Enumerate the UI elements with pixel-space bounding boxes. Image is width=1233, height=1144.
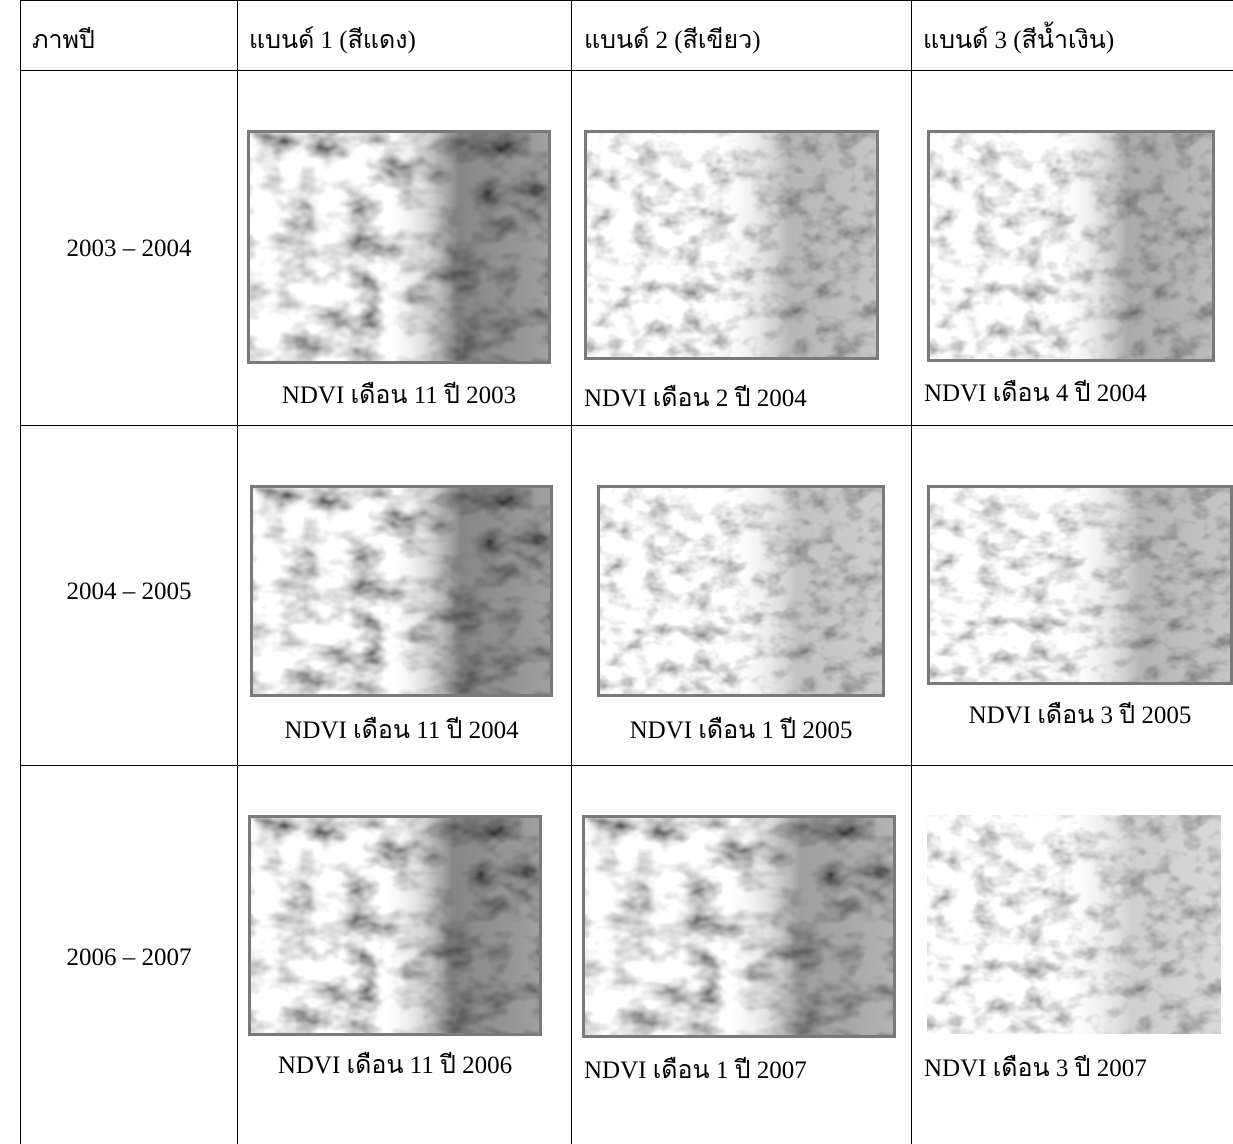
- ndvi-image: [582, 815, 896, 1038]
- image-caption: NDVI เดือน 11 ปี 2004: [250, 716, 553, 746]
- rule: [237, 0, 238, 1144]
- image-caption: NDVI เดือน 1 ปี 2005: [597, 716, 885, 746]
- ndvi-image: [927, 815, 1221, 1034]
- image-caption: NDVI เดือน 2 ปี 2004: [584, 384, 807, 414]
- image-caption: NDVI เดือน 1 ปี 2007: [584, 1056, 807, 1086]
- year-label: 2003 – 2004: [21, 234, 237, 264]
- rule: [571, 0, 572, 1144]
- year-label: 2004 – 2005: [21, 577, 237, 607]
- year-label: 2006 – 2007: [21, 943, 237, 973]
- image-caption: NDVI เดือน 3 ปี 2007: [924, 1054, 1147, 1084]
- rule: [20, 425, 1233, 426]
- image-caption: NDVI เดือน 11 ปี 2006: [248, 1051, 542, 1081]
- rule: [20, 70, 1233, 71]
- header-cell: แบนด์ 2 (สีเขียว): [584, 26, 761, 56]
- rule: [20, 0, 1233, 1]
- image-caption: NDVI เดือน 3 ปี 2005: [927, 701, 1233, 731]
- ndvi-image: [927, 130, 1215, 362]
- ndvi-image: [584, 130, 879, 360]
- ndvi-image: [927, 485, 1233, 685]
- image-caption: NDVI เดือน 11 ปี 2003: [247, 381, 551, 411]
- page: {"table": { "header": ["ภาพปี", "แบนด์ 1…: [0, 0, 1233, 1144]
- header-cell: แบนด์ 3 (สีน้ำเงิน): [923, 26, 1114, 56]
- header-cell: แบนด์ 1 (สีแดง): [249, 26, 416, 56]
- rule: [20, 765, 1233, 766]
- ndvi-image: [597, 485, 885, 697]
- ndvi-image: [250, 485, 553, 697]
- ndvi-image: [247, 130, 551, 364]
- ndvi-image: [248, 815, 542, 1036]
- header-cell: ภาพปี: [32, 26, 95, 56]
- rule: [911, 0, 912, 1144]
- image-caption: NDVI เดือน 4 ปี 2004: [924, 379, 1147, 409]
